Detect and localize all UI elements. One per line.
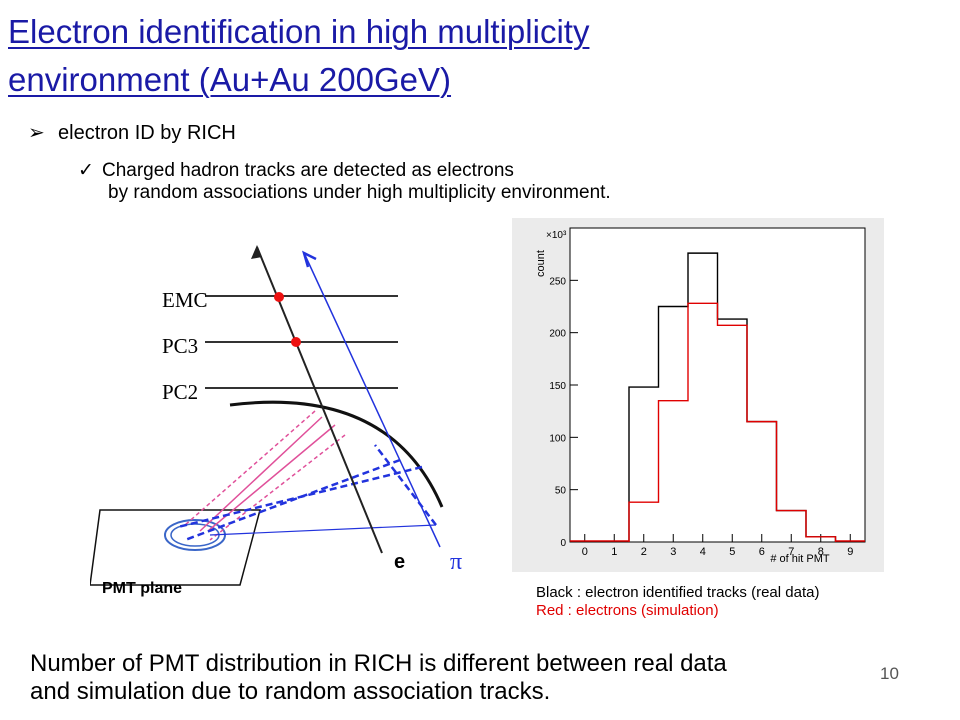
electron-track-arrow-icon — [251, 245, 262, 259]
electron-label: e — [394, 551, 405, 573]
slide-title-line-2: environment (Au+Au 200GeV) — [8, 61, 452, 98]
y-tick-label: 0 — [560, 538, 566, 549]
y-tick-label: 150 — [549, 381, 566, 392]
x-tick-label: 1 — [611, 546, 617, 558]
pc2-label: PC2 — [162, 380, 198, 404]
pc3-hit-dot — [291, 337, 301, 347]
slide-title-line-1: Electron identification in high multipli… — [8, 13, 590, 50]
y-exponent-label: ×10³ — [546, 230, 567, 241]
pion-track — [304, 254, 441, 548]
bullet-level-2-line-1: Charged hadron tracks are detected as el… — [102, 160, 514, 181]
y-tick-label: 200 — [549, 329, 566, 340]
x-tick-label: 7 — [788, 546, 794, 558]
emc-label: EMC — [162, 288, 208, 312]
cherenkov-ring-outer — [164, 519, 226, 551]
pmt-hit-histogram: ×10³ count # of hit PMT 0 50 100 150 200 250 0… — [535, 227, 866, 565]
arrow-bullet-icon: ➢ — [28, 122, 45, 144]
x-tick-label: 3 — [670, 546, 676, 558]
x-tick-label: 2 — [641, 546, 647, 558]
slide-title: Electron identification in high multipli… — [8, 8, 808, 104]
pion-photon-line — [374, 444, 437, 526]
x-tick-label: 6 — [759, 546, 765, 558]
histogram-legend: Black : electron identified tracks (real… — [536, 584, 819, 620]
y-tick-label: 100 — [549, 433, 566, 444]
bullet-level-2: ✓ Charged hadron tracks are detected as e… — [78, 160, 611, 204]
legend-black: Black : electron identified tracks (real… — [536, 584, 820, 601]
x-tick-label: 0 — [582, 546, 588, 558]
x-tick-label: 4 — [700, 546, 706, 558]
x-tick-label: 8 — [818, 546, 824, 558]
emc-hit-dot — [274, 292, 284, 302]
checkmark-bullet-icon: ✓ — [78, 160, 94, 181]
pion-photon-line — [209, 524, 437, 536]
conclusion-line-1: Number of PMT distribution in RICH is di… — [30, 650, 727, 677]
pc3-label: PC3 — [162, 334, 198, 358]
bullet-level-1-text: electron ID by RICH — [58, 122, 236, 144]
x-axis-label: # of hit PMT — [770, 553, 830, 565]
conclusion-text: Number of PMT distribution in RICH is di… — [30, 650, 960, 706]
x-tick-label: 9 — [847, 546, 853, 558]
bullet-level-1: ➢ electron ID by RICH — [28, 120, 236, 146]
rich-mirror-arc — [229, 400, 444, 508]
pmt-plane-label: PMT plane — [102, 580, 182, 597]
page-number: 10 — [880, 664, 899, 683]
pion-track-arrow-icon — [302, 250, 317, 268]
pmt-plane — [90, 509, 261, 586]
rich-detector-diagram: EMC PC3 PC2 PMT plane e π — [90, 245, 462, 597]
y-tick-label: 250 — [549, 276, 566, 287]
conclusion-line-2: and simulation due to random association… — [30, 678, 551, 705]
bullet-level-2-line-2: by random associations under high multip… — [108, 182, 611, 203]
pion-label: π — [450, 549, 462, 575]
cherenkov-photon-line — [199, 416, 323, 532]
y-tick-label: 50 — [555, 486, 567, 497]
histogram-series-outline — [628, 302, 837, 542]
y-axis-label: count — [535, 250, 547, 277]
legend-red: Red : electrons (simulation) — [536, 602, 719, 619]
pion-photon-line — [177, 465, 423, 529]
x-tick-label: 5 — [729, 546, 735, 558]
cherenkov-photon-line — [184, 410, 316, 526]
